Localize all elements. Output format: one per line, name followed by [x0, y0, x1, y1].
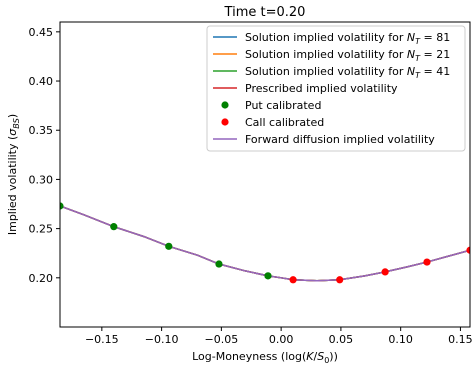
legend-label: Solution implied volatility for NT = 41 — [245, 65, 450, 80]
legend-label: Put calibrated — [245, 99, 321, 112]
call-point-4 — [423, 258, 430, 265]
series-line-3 — [60, 206, 470, 281]
y-tick-label: 0.35 — [29, 124, 54, 137]
y-axis: 0.20 0.25 0.30 0.35 0.40 0.45 — [29, 26, 61, 285]
y-axis-label: Implied volatility (σBS) — [6, 114, 21, 235]
y-tick-label: 0.30 — [29, 173, 54, 186]
legend-label: Forward diffusion implied volatility — [245, 133, 435, 146]
series-group — [56, 202, 473, 283]
x-tick-label: −0.10 — [145, 333, 179, 346]
y-tick-label: 0.40 — [29, 75, 54, 88]
series-line-4 — [60, 206, 470, 281]
x-axis-label: Log-Moneyness (log(K/S0)) — [192, 350, 338, 365]
call-point-3 — [382, 268, 389, 275]
y-tick-label: 0.45 — [29, 26, 54, 39]
legend-label: Prescribed implied volatility — [245, 82, 398, 95]
call-point-1 — [289, 276, 296, 283]
call-point-2 — [336, 276, 343, 283]
x-tick-label: 0.05 — [329, 333, 354, 346]
x-tick-label: −0.05 — [205, 333, 239, 346]
legend-label: Solution implied volatility for NT = 21 — [245, 48, 450, 63]
legend-swatch-dot — [221, 101, 228, 108]
legend: Solution implied volatility for NT = 81 S… — [207, 26, 465, 151]
put-point-4 — [215, 260, 222, 267]
y-tick-label: 0.25 — [29, 223, 54, 236]
chart-title: Time t=0.20 — [224, 5, 306, 20]
put-point-3 — [165, 243, 172, 250]
series-line-5 — [60, 206, 470, 281]
x-tick-label: 0.00 — [269, 333, 294, 346]
put-point-2 — [110, 223, 117, 230]
x-tick-label: 0.15 — [448, 333, 473, 346]
x-axis: −0.15 −0.10 −0.05 0.00 0.05 0.10 0.15 — [85, 327, 473, 346]
legend-label: Call calibrated — [245, 116, 324, 129]
x-tick-label: −0.15 — [85, 333, 119, 346]
series-line-2 — [60, 206, 470, 281]
legend-label: Solution implied volatility for NT = 81 — [245, 31, 450, 46]
y-tick-label: 0.20 — [29, 272, 54, 285]
series-line-1 — [60, 206, 470, 281]
put-point-5 — [264, 272, 271, 279]
legend-swatch-dot — [221, 118, 228, 125]
x-tick-label: 0.10 — [388, 333, 413, 346]
